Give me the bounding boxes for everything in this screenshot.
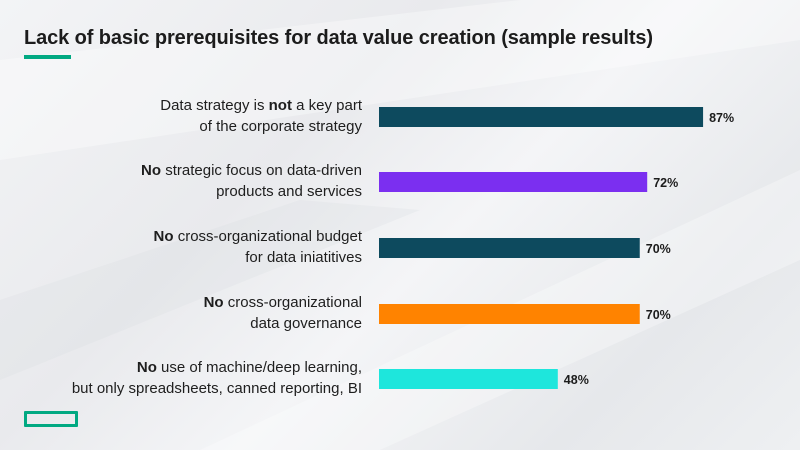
category-label-3: No cross-organizational budget for data i… — [32, 226, 362, 268]
bar-value-label-4: 70% — [646, 308, 671, 322]
category-label-5: No use of machine/deep learning, but only… — [32, 357, 362, 399]
category-label-line1: No cross-organizational — [203, 294, 362, 311]
bar-5 — [379, 369, 558, 389]
bar-3 — [379, 238, 640, 258]
bar-value-label-5: 48% — [564, 373, 589, 387]
category-label-line1: No cross-organizational budget — [153, 228, 362, 245]
category-label-4: No cross-organizational data governance — [32, 292, 362, 334]
category-label-line1: Data strategy is not a key part — [160, 97, 362, 114]
bar-4 — [379, 304, 640, 324]
category-label-1: Data strategy is not a key part of the co… — [32, 95, 362, 137]
category-label-line2: but only spreadsheets, canned reporting,… — [71, 380, 362, 397]
title-accent-line — [24, 55, 71, 59]
chart-title: Lack of basic prerequisites for data val… — [24, 27, 653, 49]
bar-value-label-2: 72% — [653, 176, 678, 190]
category-label-line2: products and services — [216, 183, 362, 200]
category-label-line1: No use of machine/deep learning, — [136, 359, 362, 376]
category-label-line2: data governance — [250, 315, 362, 332]
category-label-2: No strategic focus on data-driven product… — [32, 160, 362, 202]
bar-1 — [379, 107, 704, 127]
bar-value-label-1: 87% — [709, 111, 734, 125]
bar-value-label-3: 70% — [646, 242, 671, 256]
category-label-line1: No strategic focus on data-driven — [141, 162, 362, 179]
category-label-line2: for data iniatitives — [245, 249, 362, 266]
brand-logo — [24, 411, 78, 427]
bar-2 — [379, 172, 648, 192]
category-label-line2: of the corporate strategy — [199, 118, 362, 135]
